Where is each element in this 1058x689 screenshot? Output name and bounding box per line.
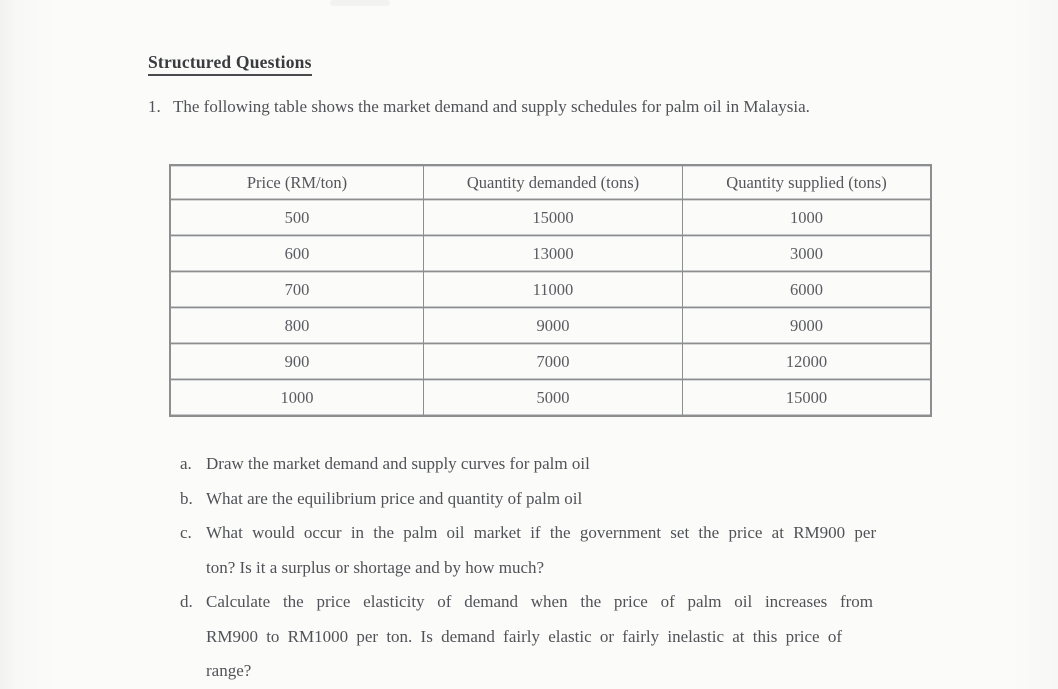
quantity-demanded-cell: 15000 [423,199,683,236]
quantity-demanded-column-header: Quantity demanded (tons) [423,165,683,200]
question-line: RM900 to RM1000 per ton. Is demand fairl… [206,626,842,646]
question-item-d: d. Calculate the price elasticity of dem… [180,585,1016,689]
document-page: Structured Questions 1. The following ta… [148,0,1008,680]
table-row: 700 11000 6000 [170,271,931,308]
table-row: 800 9000 9000 [170,307,931,344]
quantity-demanded-cell: 13000 [423,235,683,272]
question-line: What are the equilibrium price and quant… [206,488,583,508]
quantity-supplied-cell: 3000 [682,235,931,272]
questions-list: a. Draw the market demand and supply cur… [180,447,1016,689]
price-column-header: Price (RM/ton) [170,165,424,200]
question-item-b: b. What are the equilibrium price and qu… [180,482,1016,517]
price-cell: 700 [170,271,424,308]
section-heading: Structured Questions [148,52,312,76]
question-label: b. [180,488,193,508]
table-row: 1000 5000 15000 [170,379,931,416]
quantity-supplied-cell: 6000 [682,271,931,308]
question-item-c: c. What would occur in the palm oil mark… [180,516,1016,585]
question-label: d. [180,592,193,611]
question-line: Calculate the price elasticity of demand… [206,592,874,611]
quantity-demanded-cell: 9000 [423,307,683,344]
table-row: 600 13000 3000 [170,235,931,272]
table-row: 500 15000 1000 [170,199,931,236]
quantity-supplied-cell: 15000 [682,379,931,416]
question-label: c. [180,523,192,542]
table-row: 900 7000 12000 [170,343,931,380]
quantity-demanded-cell: 7000 [423,343,683,380]
price-cell: 500 [170,199,424,236]
price-cell: 900 [170,343,424,380]
question-line: What would occur in the palm oil market … [206,523,877,542]
price-cell: 1000 [170,379,424,416]
question-label: a. [180,454,192,473]
demand-supply-table: Price (RM/ton) Quantity demanded (tons) … [169,164,932,417]
quantity-supplied-column-header: Quantity supplied (tons) [682,165,931,200]
quantity-demanded-cell: 5000 [423,379,683,416]
quantity-supplied-cell: 12000 [682,343,931,380]
table-header-row: Price (RM/ton) Quantity demanded (tons) … [170,165,931,200]
price-cell: 800 [170,307,424,344]
intro-paragraph: 1. The following table shows the market … [148,97,1008,117]
question-item-a: a. Draw the market demand and supply cur… [180,447,1016,482]
price-cell: 600 [170,235,424,272]
question-number: 1. [148,97,161,116]
quantity-supplied-cell: 1000 [682,199,931,236]
question-line: ton? Is it a surplus or shortage and by … [206,557,545,577]
intro-text: The following table shows the market dem… [173,97,810,116]
scan-smudge [330,0,390,6]
quantity-supplied-cell: 9000 [682,307,931,344]
question-line: range? [206,661,252,680]
question-line: Draw the market demand and supply curves… [206,454,590,473]
quantity-demanded-cell: 11000 [423,271,683,308]
